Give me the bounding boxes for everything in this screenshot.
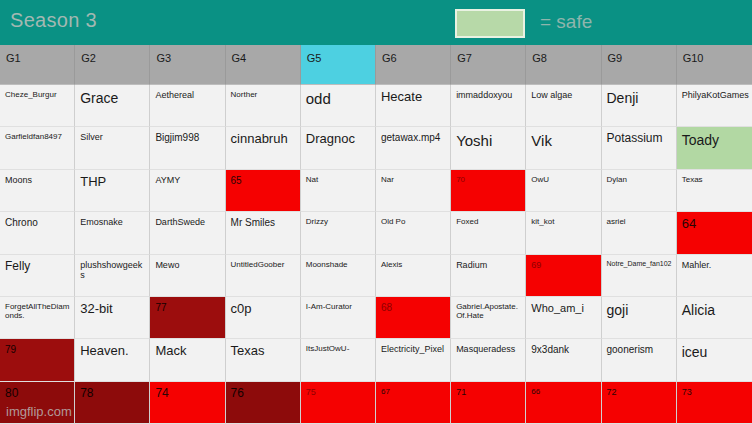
cell-G10-row2: Toady [677, 127, 752, 169]
cell-G4-row4: Mr Smiles [226, 212, 301, 254]
cell-G9-row6: goji [602, 297, 677, 339]
cell-G1-row7: 79 [0, 339, 75, 381]
cell-G8-row7: 9x3dank [526, 339, 601, 381]
cell-G8-row5: 69 [526, 255, 601, 297]
safe-legend-label: = safe [540, 11, 592, 33]
cell-G7-row7: Masqueradess [451, 339, 526, 381]
cell-G9-row7: goonerism [602, 339, 677, 381]
cell-G1-row1: Cheze_Burgur [0, 85, 75, 127]
cell-G6-row3: Nar [376, 170, 451, 212]
cell-G6-row1: Hecate [376, 85, 451, 127]
cell-G5-row5: Moonshade [301, 255, 376, 297]
column-header-G2: G2 [75, 45, 150, 85]
cell-G4-row5: UntitledGoober [226, 255, 301, 297]
column-header-G7: G7 [451, 45, 526, 85]
cell-G10-row6: Alicia [677, 297, 752, 339]
cell-G2-row8: 78 [75, 382, 150, 424]
season-title: Season 3 [10, 9, 97, 32]
cell-G7-row6: Gabriel.Apostate.Of.Hate [451, 297, 526, 339]
cell-G6-row4: Old Po [376, 212, 451, 254]
cell-G8-row8: 66 [526, 382, 601, 424]
cell-G10-row8: 73 [677, 382, 752, 424]
cell-G2-row3: THP [75, 170, 150, 212]
cell-G2-row1: Grace [75, 85, 150, 127]
season3-elimination-chart: Season 3 = safe G1G2G3G4G5G6G7G8G9G10 Che… [0, 0, 752, 424]
cell-G4-row8: 76 [226, 382, 301, 424]
cell-G1-row3: Moons [0, 170, 75, 212]
cell-G2-row7: Heaven. [75, 339, 150, 381]
column-header-G10: G10 [677, 45, 752, 85]
cell-G2-row6: 32-bit [75, 297, 150, 339]
column-header-G6: G6 [376, 45, 451, 85]
cell-G7-row8: 71 [451, 382, 526, 424]
cell-G3-row1: Aethereal [150, 85, 225, 127]
cell-G1-row2: Garfieldfan8497 [0, 127, 75, 169]
cell-G10-row7: iceu [677, 339, 752, 381]
imgflip-watermark: imgflip.com [6, 404, 72, 419]
cell-G4-row7: Texas [226, 339, 301, 381]
column-header-G3: G3 [150, 45, 225, 85]
cell-G4-row6: c0p [226, 297, 301, 339]
cell-G8-row3: OwU [526, 170, 601, 212]
cell-G10-row3: Texas [677, 170, 752, 212]
cell-G5-row1: odd [301, 85, 376, 127]
cell-G5-row6: I-Am-Curator [301, 297, 376, 339]
cell-G5-row7: ItsJustOwU- [301, 339, 376, 381]
cell-G8-row6: Who_am_i [526, 297, 601, 339]
season-banner: Season 3 = safe [0, 0, 752, 45]
cell-G5-row2: Dragnoc [301, 127, 376, 169]
cell-G5-row4: Drizzy [301, 212, 376, 254]
column-header-G8: G8 [526, 45, 601, 85]
cell-G2-row2: Silver [75, 127, 150, 169]
cell-G4-row2: cinnabruh [226, 127, 301, 169]
cell-G9-row8: 72 [602, 382, 677, 424]
cell-G8-row2: Vik [526, 127, 601, 169]
cell-G3-row6: 77 [150, 297, 225, 339]
cell-G9-row3: Dylan [602, 170, 677, 212]
cell-G5-row8: 75 [301, 382, 376, 424]
cell-G10-row5: Mahler. [677, 255, 752, 297]
cell-G6-row5: Alexis [376, 255, 451, 297]
cell-G2-row5: plushshowgeeks [75, 255, 150, 297]
cell-G1-row6: ForgetAllTheDiamonds. [0, 297, 75, 339]
cell-G9-row4: asriel [602, 212, 677, 254]
cell-G1-row4: Chrono [0, 212, 75, 254]
cell-G4-row1: Norther [226, 85, 301, 127]
column-header-G4: G4 [226, 45, 301, 85]
cell-G6-row2: getawax.mp4 [376, 127, 451, 169]
cell-G9-row1: Denji [602, 85, 677, 127]
cell-G6-row6: 68 [376, 297, 451, 339]
cell-G3-row3: AYMY [150, 170, 225, 212]
cell-G8-row1: Low algae [526, 85, 601, 127]
cell-G3-row4: DarthSwede [150, 212, 225, 254]
cell-G7-row3: 70 [451, 170, 526, 212]
cell-G1-row5: Felly [0, 255, 75, 297]
cell-G3-row8: 74 [150, 382, 225, 424]
column-header-G5: G5 [301, 45, 376, 85]
cell-G9-row2: Potassium [602, 127, 677, 169]
cell-G10-row1: PhilyaKotGames [677, 85, 752, 127]
cell-G10-row4: 64 [677, 212, 752, 254]
cell-G9-row5: Notre_Dame_fan102 [602, 255, 677, 297]
cell-G4-row3: 65 [226, 170, 301, 212]
safe-legend-swatch [455, 9, 525, 38]
cell-G5-row3: Nat [301, 170, 376, 212]
cell-G3-row5: Mewo [150, 255, 225, 297]
column-header-G9: G9 [602, 45, 677, 85]
cell-G8-row4: kit_kot [526, 212, 601, 254]
cell-G3-row7: Mack [150, 339, 225, 381]
cell-G7-row4: Foxed [451, 212, 526, 254]
cell-G6-row7: Electricity_Pixel [376, 339, 451, 381]
cell-G7-row5: Radium [451, 255, 526, 297]
cell-G2-row4: Emosnake [75, 212, 150, 254]
cell-G3-row2: Bigjim998 [150, 127, 225, 169]
cell-G7-row2: Yoshi [451, 127, 526, 169]
column-header-G1: G1 [0, 45, 75, 85]
cell-G6-row8: 67 [376, 382, 451, 424]
elimination-table: G1G2G3G4G5G6G7G8G9G10 Cheze_BurgurGraceAe… [0, 45, 752, 424]
cell-G7-row1: immaddoxyou [451, 85, 526, 127]
